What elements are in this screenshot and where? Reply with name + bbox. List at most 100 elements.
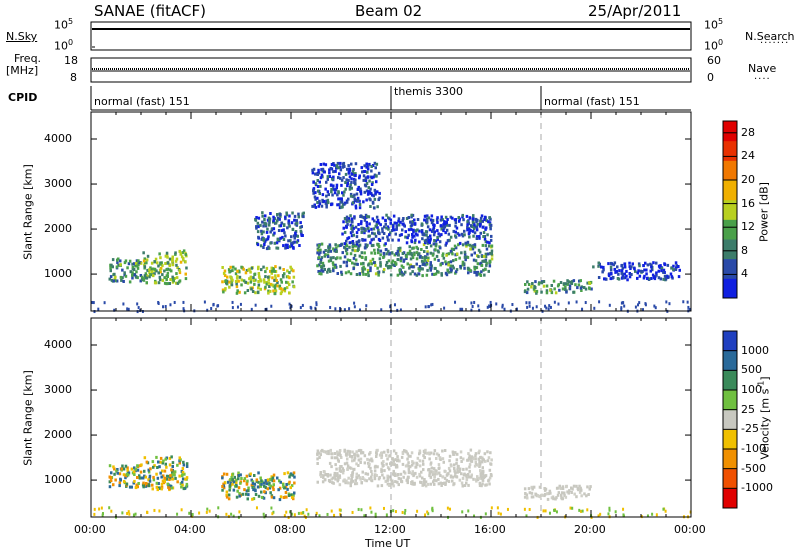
data-cell xyxy=(545,291,549,295)
data-cell xyxy=(478,222,482,226)
data-cell xyxy=(355,450,358,454)
ground-scatter-cell xyxy=(290,304,293,308)
data-cell xyxy=(448,469,452,473)
ground-scatter-cell xyxy=(374,514,377,518)
colorbar-segment xyxy=(723,199,737,220)
data-cell xyxy=(357,454,360,458)
data-cell xyxy=(338,206,342,210)
data-cell xyxy=(474,259,478,263)
data-cell xyxy=(397,217,401,221)
ground-scatter-cell xyxy=(581,307,584,311)
data-cell xyxy=(561,491,564,495)
data-cell xyxy=(132,481,135,485)
data-cell xyxy=(456,232,460,236)
data-cell xyxy=(613,261,617,265)
data-cell xyxy=(340,197,343,201)
data-cell xyxy=(168,282,171,285)
data-cell xyxy=(449,266,452,270)
data-cell xyxy=(163,480,166,483)
data-cell xyxy=(466,228,469,232)
data-cell xyxy=(262,224,265,228)
data-cell xyxy=(359,222,363,226)
data-cell xyxy=(257,267,260,271)
data-cell xyxy=(158,275,162,279)
data-cell xyxy=(158,268,162,272)
data-cell xyxy=(300,225,303,229)
data-cell xyxy=(364,227,367,231)
data-cell xyxy=(431,219,435,223)
data-cell xyxy=(487,220,490,224)
data-cell xyxy=(402,259,405,263)
data-cell xyxy=(399,220,402,224)
data-cell xyxy=(487,269,490,273)
data-cell xyxy=(352,242,355,246)
data-cell xyxy=(122,480,126,483)
data-cell xyxy=(337,176,340,180)
data-cell xyxy=(543,487,546,490)
data-cell xyxy=(461,476,465,480)
data-cell xyxy=(316,449,320,453)
data-cell xyxy=(480,476,483,480)
data-cell xyxy=(417,272,421,276)
data-cell xyxy=(623,276,627,280)
colorbar-segment xyxy=(723,449,737,470)
cpid-mode-2: themis 3300 xyxy=(394,85,464,98)
data-cell xyxy=(124,259,128,263)
data-cell xyxy=(334,188,338,192)
data-cell xyxy=(358,206,362,210)
data-cell xyxy=(325,199,328,203)
ground-scatter-cell xyxy=(210,307,213,311)
data-cell xyxy=(395,221,398,225)
data-cell xyxy=(272,215,275,219)
data-cell xyxy=(333,265,337,269)
data-cell xyxy=(472,477,475,481)
data-cell xyxy=(469,229,472,232)
data-cell xyxy=(390,229,394,233)
data-cell xyxy=(655,261,658,265)
data-cell xyxy=(479,262,482,266)
data-cell xyxy=(253,282,256,286)
data-cell xyxy=(325,451,329,455)
data-cell xyxy=(158,465,161,469)
data-cell xyxy=(399,477,402,481)
data-cell xyxy=(272,233,275,237)
data-cell xyxy=(246,281,250,285)
data-cell xyxy=(341,203,345,207)
data-cell xyxy=(376,190,379,194)
data-cell xyxy=(612,263,615,267)
data-cell xyxy=(474,266,477,270)
data-cell xyxy=(314,205,318,209)
data-cell xyxy=(319,184,322,188)
ground-scatter-cell xyxy=(230,512,233,516)
ground-scatter-cell xyxy=(389,305,392,309)
data-cell xyxy=(284,246,287,250)
data-cell xyxy=(400,233,403,237)
ground-scatter-cell xyxy=(101,513,104,517)
y-tick-label: 2000 xyxy=(44,428,72,442)
data-cell xyxy=(486,450,489,454)
data-cell xyxy=(269,230,272,234)
data-cell xyxy=(165,268,168,271)
data-cell xyxy=(323,268,326,271)
data-cell xyxy=(351,220,354,224)
data-cell xyxy=(384,479,387,483)
data-cell xyxy=(283,486,286,490)
colorbar-frame xyxy=(722,120,738,299)
data-cell xyxy=(316,462,319,465)
data-cell xyxy=(250,478,253,482)
data-cell xyxy=(447,480,451,483)
data-cell xyxy=(143,263,146,267)
data-cell xyxy=(136,276,139,280)
data-cell xyxy=(171,257,174,261)
data-cell xyxy=(438,456,442,460)
data-cell xyxy=(488,264,492,268)
data-cell xyxy=(372,227,376,231)
data-cell xyxy=(182,487,186,491)
data-cell xyxy=(257,286,260,290)
data-cell xyxy=(251,290,255,293)
ground-scatter-cell xyxy=(547,307,550,311)
data-cell xyxy=(257,216,261,220)
data-cell xyxy=(262,230,265,234)
data-cell xyxy=(252,276,255,280)
data-cell xyxy=(267,289,270,293)
